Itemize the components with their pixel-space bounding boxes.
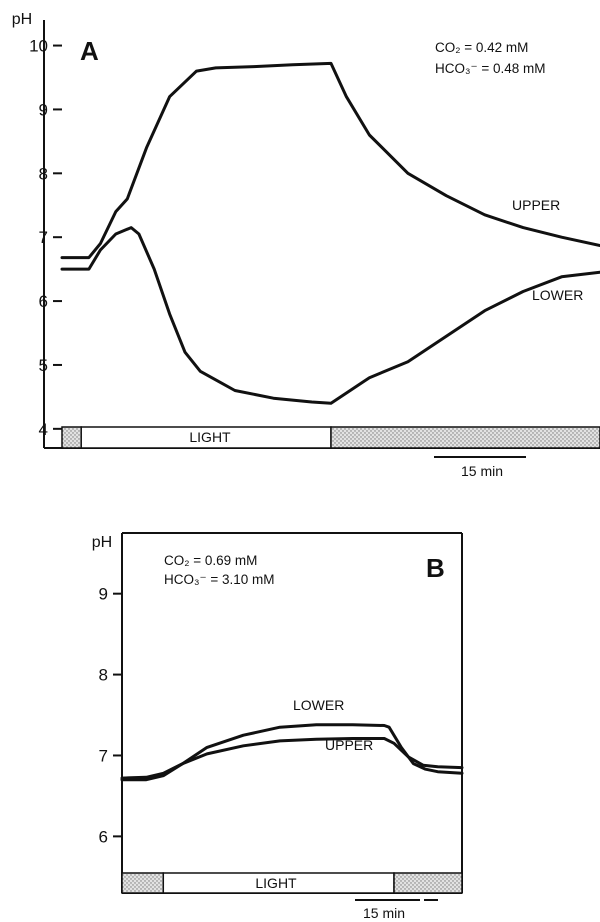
panel-b-y-tick-label-6: 6 [99, 827, 108, 846]
panel-a-series-line-lower [60, 226, 600, 405]
panel-b-series-line-upper [120, 737, 464, 780]
panel-b-y-axis-label: pH [92, 534, 112, 551]
panel-a-condition-co2: CO₂ = 0.42 mM [435, 40, 528, 55]
panel-a-y-tick-label-8: 8 [39, 164, 48, 183]
panel-a-light-label: LIGHT [189, 429, 231, 445]
panel-a-dark-period-start [61, 426, 82, 449]
panel-a-series-label-lower: LOWER [532, 287, 583, 303]
panel-a-y-tick-label-7: 7 [39, 228, 48, 247]
panel-b-condition-co2: CO₂ = 0.69 mM [164, 553, 257, 568]
panel-b-light-bar [121, 872, 463, 894]
panel-a-y-tick-label-4: 4 [39, 420, 48, 439]
panel-a-y-tick-label-10: 10 [29, 37, 48, 56]
panel-a-dark-period-end [330, 426, 600, 449]
panel-a-condition-hco3: HCO₃⁻ = 0.48 mM [435, 61, 546, 76]
panel-b-curves [120, 723, 464, 782]
panel-a-y-tick-label-5: 5 [39, 356, 48, 375]
panel-b-series-line-lower [120, 723, 464, 782]
panel-b-label: B [426, 553, 445, 583]
panel-a-label: A [80, 36, 99, 66]
panel-b-series-label-upper: UPPER [325, 737, 373, 753]
panel-a-series-line-upper [60, 61, 600, 260]
panel-a-curves [60, 61, 600, 405]
panel-a-y-tick-label-6: 6 [39, 292, 48, 311]
panel-b-y-tick-label-8: 8 [99, 666, 108, 685]
panel-b-light-label: LIGHT [255, 875, 297, 891]
panel-a-light-bar [61, 426, 600, 449]
panel-a-scale-label: 15 min [461, 463, 503, 479]
panel-b-scale-label: 15 min [363, 905, 405, 921]
panel-b-condition-hco3: HCO₃⁻ = 3.10 mM [164, 572, 275, 587]
panel-b-y-tick-label-9: 9 [99, 585, 108, 604]
panel-a-y-tick-label-9: 9 [39, 100, 48, 119]
panel-b-y-tick-label-7: 7 [99, 746, 108, 765]
panel-a-y-ticks: 4 5 6 7 8 9 10 [29, 37, 62, 439]
panel-b-dark-period-end [393, 872, 463, 894]
panel-b-series-label-lower: LOWER [293, 697, 344, 713]
chart-panel-a: 4 5 6 7 8 9 10 pH A CO₂ = 0.42 mM HCO₃⁻ = 0.48… [12, 11, 600, 479]
panel-b-dark-period-start [121, 872, 165, 894]
panel-a-series-label-upper: UPPER [512, 197, 560, 213]
panel-a-y-axis-label: pH [12, 11, 32, 28]
panel-b-y-ticks: 6 7 8 9 [99, 585, 122, 846]
